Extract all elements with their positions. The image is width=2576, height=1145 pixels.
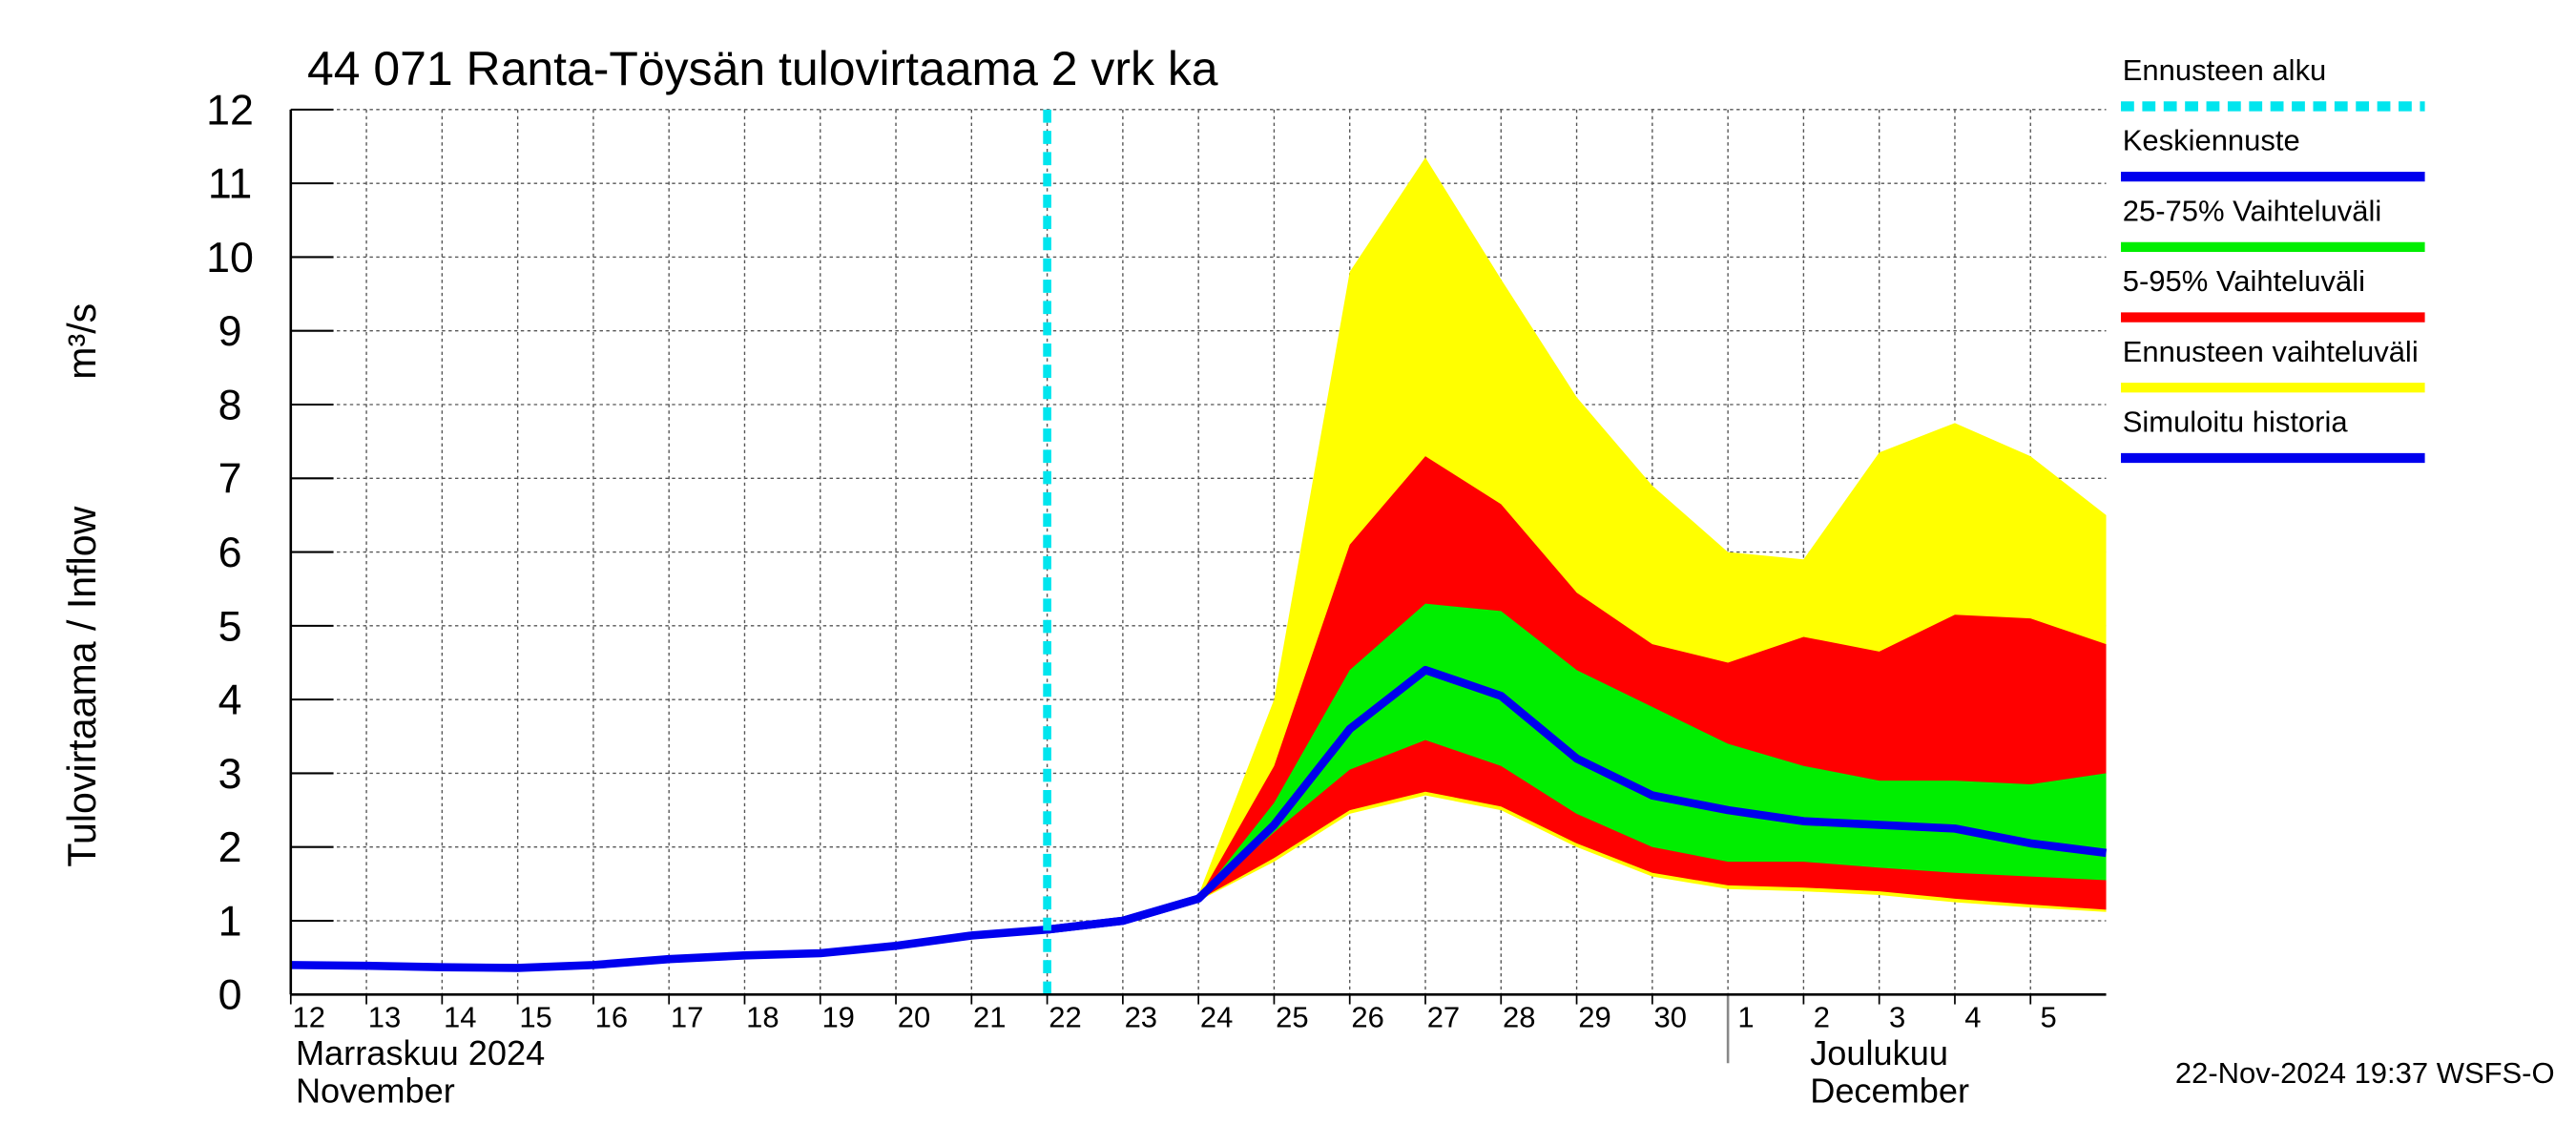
- y-tick-label: 7: [218, 456, 242, 503]
- y-tick-label: 11: [208, 161, 252, 208]
- x-tick-label: 14: [444, 1001, 476, 1034]
- legend-label: 25-75% Vaihteluväli: [2123, 194, 2381, 227]
- x-tick-label: 29: [1578, 1001, 1610, 1034]
- y-tick-label: 3: [218, 751, 242, 798]
- x-tick-label: 16: [595, 1001, 628, 1034]
- month-label-en: November: [296, 1072, 455, 1111]
- y-axis-unit: m³/s: [60, 303, 104, 380]
- y-tick-label: 9: [218, 308, 242, 355]
- month-label-en: December: [1810, 1072, 1969, 1111]
- month-label: Joulukuu: [1810, 1033, 1948, 1072]
- y-tick-label: 8: [218, 383, 242, 429]
- legend-label: Ennusteen alku: [2123, 53, 2327, 87]
- x-tick-label: 3: [1889, 1001, 1905, 1034]
- x-tick-label: 4: [1964, 1001, 1981, 1034]
- footer: 22-Nov-2024 19:37 WSFS-O: [2175, 1056, 2555, 1090]
- x-tick-label: 20: [898, 1001, 930, 1034]
- x-tick-label: 23: [1125, 1001, 1157, 1034]
- y-tick-label: 0: [218, 972, 242, 1019]
- y-tick-label: 2: [218, 824, 242, 871]
- y-axis-label: Tulovirtaama / Inflow: [60, 506, 104, 866]
- x-tick-label: 22: [1049, 1001, 1081, 1034]
- x-tick-label: 30: [1654, 1001, 1687, 1034]
- y-tick-label: 1: [218, 899, 242, 946]
- y-tick-label: 5: [218, 603, 242, 650]
- legend-label: Ennusteen vaihteluväli: [2123, 335, 2419, 368]
- x-tick-label: 5: [2041, 1001, 2057, 1034]
- x-tick-label: 1: [1737, 1001, 1754, 1034]
- chart-title: 44 071 Ranta-Töysän tulovirtaama 2 vrk k…: [307, 42, 1218, 95]
- x-tick-label: 27: [1427, 1001, 1460, 1034]
- x-tick-label: 24: [1200, 1001, 1233, 1034]
- x-tick-label: 15: [519, 1001, 551, 1034]
- x-tick-label: 28: [1503, 1001, 1535, 1034]
- y-tick-label: 12: [206, 87, 254, 134]
- legend-label: 5-95% Vaihteluväli: [2123, 264, 2365, 298]
- y-tick-label: 6: [218, 530, 242, 576]
- y-tick-label: 4: [218, 677, 242, 724]
- x-tick-label: 19: [821, 1001, 854, 1034]
- x-tick-label: 13: [368, 1001, 401, 1034]
- x-tick-label: 17: [671, 1001, 703, 1034]
- legend-label: Simuloitu historia: [2123, 406, 2349, 439]
- x-tick-label: 12: [292, 1001, 324, 1034]
- x-tick-label: 21: [973, 1001, 1006, 1034]
- x-tick-label: 25: [1276, 1001, 1308, 1034]
- month-label: Marraskuu 2024: [296, 1033, 545, 1072]
- series-line: [1047, 665, 2108, 934]
- legend-label: Keskiennuste: [2123, 124, 2300, 157]
- y-tick-label: 10: [206, 235, 254, 281]
- x-tick-label: 2: [1814, 1001, 1830, 1034]
- x-tick-label: 18: [746, 1001, 779, 1034]
- x-tick-label: 26: [1351, 1001, 1383, 1034]
